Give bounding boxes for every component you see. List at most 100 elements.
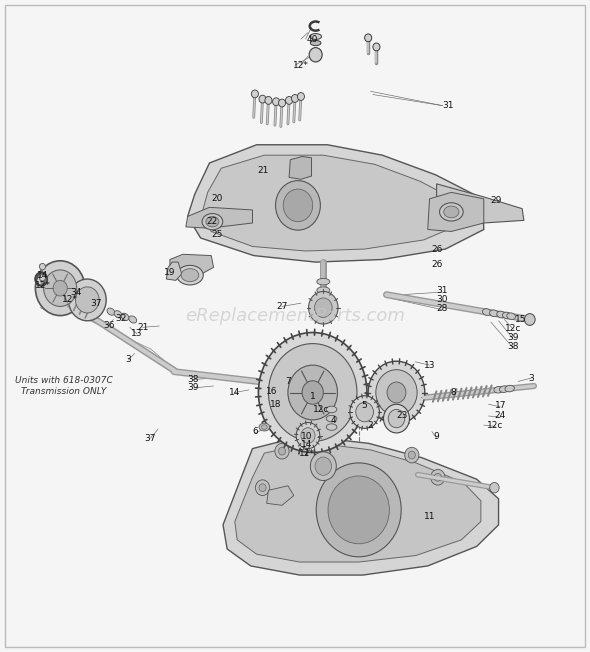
Polygon shape: [437, 184, 524, 223]
Ellipse shape: [259, 423, 270, 431]
Circle shape: [68, 279, 106, 321]
Circle shape: [310, 452, 336, 481]
Ellipse shape: [202, 213, 223, 230]
Text: 24: 24: [494, 411, 506, 421]
Circle shape: [273, 98, 280, 106]
Ellipse shape: [483, 309, 491, 316]
Circle shape: [328, 476, 389, 544]
Ellipse shape: [261, 425, 267, 430]
Polygon shape: [223, 438, 499, 575]
Text: 31: 31: [437, 286, 448, 295]
Ellipse shape: [505, 385, 514, 392]
Circle shape: [301, 428, 315, 443]
Ellipse shape: [206, 216, 219, 227]
Polygon shape: [202, 155, 459, 251]
Circle shape: [405, 447, 419, 463]
Ellipse shape: [310, 34, 322, 39]
Circle shape: [373, 43, 380, 51]
Ellipse shape: [310, 40, 321, 46]
Circle shape: [376, 370, 417, 415]
Text: 38: 38: [188, 375, 199, 384]
Ellipse shape: [317, 278, 330, 285]
Circle shape: [278, 447, 286, 455]
Ellipse shape: [444, 206, 459, 218]
Ellipse shape: [121, 313, 129, 321]
Ellipse shape: [326, 415, 337, 422]
Polygon shape: [166, 262, 182, 280]
Circle shape: [309, 291, 338, 324]
Circle shape: [35, 261, 85, 316]
Text: 18: 18: [270, 400, 282, 409]
Circle shape: [525, 314, 535, 325]
Text: 3: 3: [528, 374, 534, 383]
Text: 23: 23: [396, 411, 408, 421]
Circle shape: [258, 333, 367, 452]
Ellipse shape: [114, 310, 122, 318]
Text: 6: 6: [252, 427, 258, 436]
Text: 14: 14: [229, 388, 241, 397]
Text: 21: 21: [257, 166, 268, 175]
Circle shape: [302, 381, 323, 404]
Text: 27: 27: [276, 302, 288, 311]
Text: 1: 1: [310, 392, 316, 401]
Text: 9: 9: [434, 432, 440, 441]
Circle shape: [296, 422, 320, 449]
Text: 30: 30: [437, 295, 448, 304]
Ellipse shape: [503, 312, 512, 319]
Text: 3: 3: [126, 355, 132, 364]
Polygon shape: [186, 207, 253, 228]
Text: Units with 618-0307C
Transmission ONLY: Units with 618-0307C Transmission ONLY: [15, 376, 113, 396]
Circle shape: [40, 263, 45, 270]
Circle shape: [275, 443, 289, 459]
Text: 14: 14: [301, 440, 313, 449]
Circle shape: [44, 270, 77, 306]
Circle shape: [291, 95, 299, 102]
Ellipse shape: [317, 287, 330, 293]
Text: 7: 7: [285, 377, 291, 386]
Text: 34: 34: [70, 288, 81, 297]
Polygon shape: [188, 145, 484, 262]
Text: 37: 37: [90, 299, 101, 308]
Ellipse shape: [181, 269, 199, 282]
Polygon shape: [289, 156, 312, 179]
Text: 21: 21: [137, 323, 149, 332]
Ellipse shape: [500, 386, 509, 393]
Circle shape: [286, 96, 293, 104]
Polygon shape: [267, 486, 294, 505]
Circle shape: [40, 274, 45, 281]
Text: 12*: 12*: [299, 449, 314, 458]
Text: 12*: 12*: [35, 281, 50, 290]
Ellipse shape: [494, 387, 503, 393]
Text: 2: 2: [368, 421, 373, 430]
Ellipse shape: [440, 203, 463, 221]
Text: 25: 25: [211, 230, 223, 239]
Text: 4: 4: [330, 416, 336, 425]
Text: 13: 13: [131, 329, 143, 338]
Text: 12*: 12*: [293, 61, 309, 70]
Ellipse shape: [107, 308, 115, 316]
Text: 8: 8: [450, 388, 456, 397]
Text: 39: 39: [507, 333, 519, 342]
Circle shape: [408, 451, 415, 459]
Circle shape: [276, 181, 320, 230]
Text: 12c: 12c: [505, 324, 522, 333]
Circle shape: [384, 404, 409, 433]
Circle shape: [265, 96, 272, 104]
Circle shape: [76, 287, 99, 313]
Ellipse shape: [177, 265, 203, 285]
Circle shape: [309, 48, 322, 62]
Ellipse shape: [497, 311, 506, 318]
Circle shape: [388, 409, 405, 428]
Ellipse shape: [129, 316, 137, 323]
Circle shape: [251, 90, 258, 98]
Text: 13: 13: [424, 361, 435, 370]
Text: 19: 19: [164, 268, 176, 277]
Circle shape: [490, 482, 499, 493]
Text: 38: 38: [507, 342, 519, 351]
Circle shape: [259, 484, 266, 492]
Text: 16: 16: [266, 387, 277, 396]
Text: 12c: 12c: [313, 405, 330, 414]
Circle shape: [283, 189, 313, 222]
Circle shape: [255, 480, 270, 496]
Text: 10: 10: [301, 432, 313, 441]
